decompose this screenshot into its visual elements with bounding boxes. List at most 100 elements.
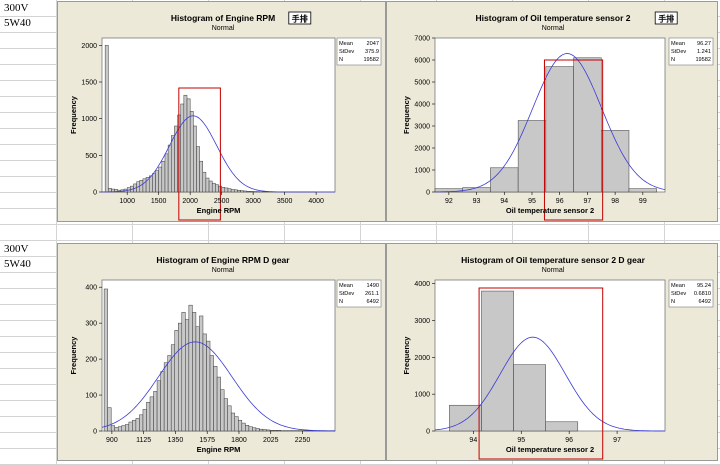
row-label-oil: 5W40: [4, 17, 31, 29]
y-tick-label: 0: [426, 429, 430, 436]
stats-box: [668, 279, 714, 308]
histogram-bar: [104, 45, 109, 193]
histogram-bar: [107, 407, 112, 432]
histogram-bar: [266, 429, 271, 432]
x-tick-label: 95: [528, 198, 536, 205]
sheet-column-line: [284, 0, 285, 465]
chart-panel-oil-temp[interactable]: Histogram of Oil temperature sensor 2 Nor…: [386, 1, 718, 222]
x-axis-label: Engine RPM: [197, 445, 241, 454]
x-tick-label: 97: [584, 198, 592, 205]
x-tick-label: 2025: [263, 437, 279, 444]
histogram-bar: [220, 389, 225, 432]
histogram-bar: [213, 366, 218, 432]
histogram-bar: [186, 98, 191, 193]
stats-value: 0.6810: [694, 291, 711, 297]
chart-panel-engine-rpm-d-gear[interactable]: Histogram of Engine RPM D gear Normal 900 1…: [57, 243, 386, 461]
y-tick-label: 2000: [414, 355, 430, 362]
sheet-column-line: [436, 0, 437, 465]
histogram-bar: [199, 315, 204, 432]
x-tick-label: 97: [613, 437, 621, 444]
histogram-bar: [188, 304, 193, 432]
x-tick-label: 94: [469, 437, 477, 444]
chart-subtitle: Normal: [212, 25, 235, 32]
sheet-column-line: [132, 0, 133, 465]
histogram-bar: [135, 418, 140, 432]
histogram-bar: [114, 427, 119, 432]
histogram-bar: [161, 160, 166, 193]
histogram-bar: [181, 312, 186, 432]
y-tick-label: 0: [426, 190, 430, 197]
histogram-bar: [205, 177, 210, 193]
histogram-bar: [156, 380, 161, 432]
normal-fit-curve: [434, 336, 665, 432]
y-tick-label: 500: [85, 153, 97, 160]
y-axis-label: Frequency: [402, 336, 411, 375]
histogram-bar: [573, 57, 602, 193]
histogram-bar: [160, 371, 165, 432]
x-axis-label: Oil temperature sensor 2: [506, 445, 594, 454]
histogram-bar: [243, 190, 248, 193]
histogram-bar: [513, 364, 546, 432]
histogram-bar: [110, 425, 115, 432]
stats-label: Mean: [671, 41, 685, 47]
x-tick-label: 3000: [245, 198, 261, 205]
tag-box: [654, 11, 678, 25]
histogram-bar: [189, 111, 194, 193]
histogram-bar: [121, 425, 126, 432]
histogram-bar: [273, 430, 278, 432]
x-tick-label: 96: [556, 198, 564, 205]
y-tick-label: 1000: [81, 116, 97, 123]
sheet-column-line: [664, 0, 665, 465]
normal-fit-curve: [101, 341, 336, 432]
chart-subtitle: Normal: [212, 267, 235, 274]
histogram-bar: [117, 426, 123, 432]
chart-panel-oil-temp-d-gear[interactable]: Histogram of Oil temperature sensor 2 D …: [386, 243, 718, 461]
histogram-bar: [180, 103, 185, 193]
y-tick-label: 1500: [81, 80, 97, 87]
stats-label: N: [671, 299, 675, 305]
histogram-bar: [152, 173, 156, 193]
x-axis-label: Oil temperature sensor 2: [506, 206, 594, 215]
histogram-bar: [221, 186, 226, 193]
row-label-grade: 300V: [4, 243, 29, 255]
histogram-bar: [158, 166, 163, 193]
stats-value: 95.24: [697, 283, 711, 289]
histogram-bar: [481, 290, 514, 432]
histogram-bar: [230, 189, 235, 193]
x-tick-label: 3500: [277, 198, 293, 205]
histogram-bar: [269, 430, 274, 432]
y-tick-label: 2000: [81, 43, 97, 50]
sheet-column-line: [56, 0, 57, 465]
highlight-box: [178, 87, 221, 221]
stats-label: StDev: [671, 291, 686, 297]
y-tick-label: 3000: [414, 318, 430, 325]
x-tick-label: 2500: [214, 198, 230, 205]
histogram-bar: [128, 421, 133, 432]
sheet-column-line: [360, 0, 361, 465]
histogram-bar: [199, 160, 204, 193]
x-tick-label: 1125: [136, 437, 151, 444]
histogram-bar: [163, 362, 168, 432]
highlight-box: [478, 287, 604, 460]
histogram-bar: [202, 333, 207, 432]
sheet-column-line: [588, 0, 589, 465]
histogram-bar: [249, 191, 254, 193]
histogram-bar: [252, 427, 257, 432]
chart-panel-engine-rpm[interactable]: Histogram of Engine RPM Normal 手排 1000 1500 2…: [57, 1, 386, 222]
plot-area: [101, 37, 336, 193]
chart-title: Histogram of Oil temperature sensor 2 D …: [461, 255, 645, 265]
histogram-bar: [208, 180, 213, 193]
histogram-bar: [545, 66, 574, 193]
histogram-bar: [155, 170, 159, 193]
highlight-box: [543, 59, 604, 221]
histogram-bar: [545, 421, 579, 432]
histogram-bar: [146, 401, 151, 432]
sheet-column-line: [208, 0, 209, 465]
histogram-bar: [240, 190, 244, 193]
histogram-bar: [209, 355, 214, 432]
histogram-bar: [248, 426, 253, 432]
x-axis-label: Engine RPM: [197, 206, 241, 215]
y-tick-label: 3000: [414, 124, 430, 131]
y-tick-label: 6000: [414, 58, 430, 65]
stats-label: N: [339, 57, 343, 63]
